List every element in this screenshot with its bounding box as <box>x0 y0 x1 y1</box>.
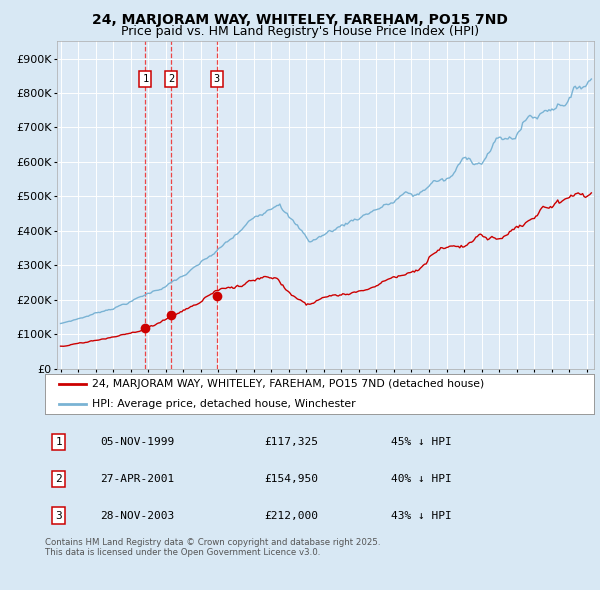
Text: 2: 2 <box>55 474 62 484</box>
Text: HPI: Average price, detached house, Winchester: HPI: Average price, detached house, Winc… <box>92 399 355 409</box>
Text: 2: 2 <box>168 74 175 84</box>
Text: 3: 3 <box>55 510 62 520</box>
Text: 40% ↓ HPI: 40% ↓ HPI <box>391 474 452 484</box>
Text: 45% ↓ HPI: 45% ↓ HPI <box>391 437 452 447</box>
Text: 3: 3 <box>214 74 220 84</box>
Text: £212,000: £212,000 <box>265 510 319 520</box>
Text: Price paid vs. HM Land Registry's House Price Index (HPI): Price paid vs. HM Land Registry's House … <box>121 25 479 38</box>
Text: £117,325: £117,325 <box>265 437 319 447</box>
Text: 28-NOV-2003: 28-NOV-2003 <box>100 510 174 520</box>
Text: 27-APR-2001: 27-APR-2001 <box>100 474 174 484</box>
Text: 24, MARJORAM WAY, WHITELEY, FAREHAM, PO15 7ND: 24, MARJORAM WAY, WHITELEY, FAREHAM, PO1… <box>92 13 508 27</box>
Text: 43% ↓ HPI: 43% ↓ HPI <box>391 510 452 520</box>
Text: Contains HM Land Registry data © Crown copyright and database right 2025.
This d: Contains HM Land Registry data © Crown c… <box>45 538 380 558</box>
Text: £154,950: £154,950 <box>265 474 319 484</box>
Text: 1: 1 <box>142 74 149 84</box>
Text: 05-NOV-1999: 05-NOV-1999 <box>100 437 174 447</box>
Text: 24, MARJORAM WAY, WHITELEY, FAREHAM, PO15 7ND (detached house): 24, MARJORAM WAY, WHITELEY, FAREHAM, PO1… <box>92 379 484 389</box>
Text: 1: 1 <box>55 437 62 447</box>
